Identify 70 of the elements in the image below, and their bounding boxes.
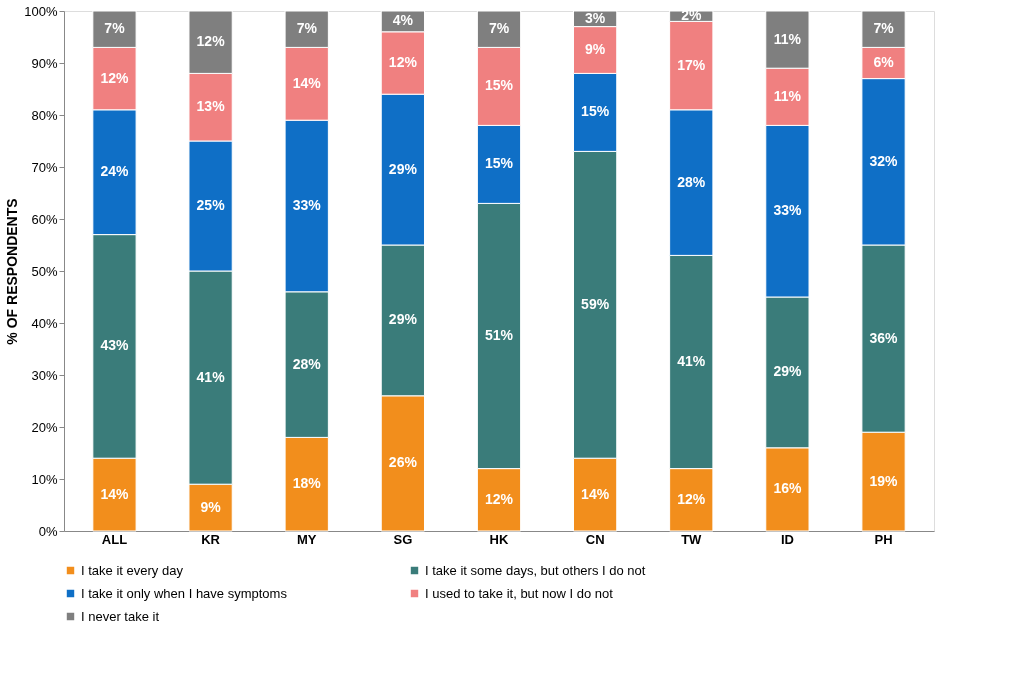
y-tick-label: 20% bbox=[31, 419, 58, 435]
data-label: 33% bbox=[292, 197, 322, 213]
data-label: 26% bbox=[388, 454, 418, 471]
x-tick-label: TW bbox=[681, 531, 703, 547]
data-label: 24% bbox=[100, 163, 130, 180]
x-tick-label: ID bbox=[780, 531, 794, 547]
data-label: 33% bbox=[773, 202, 802, 219]
data-label: 18% bbox=[292, 475, 322, 492]
data-label: 7% bbox=[104, 20, 126, 37]
data-label: 13% bbox=[196, 98, 226, 115]
data-label: 7% bbox=[488, 20, 510, 37]
y-axis-title: % OF RESPONDENTS bbox=[4, 198, 21, 345]
data-label: 16% bbox=[773, 480, 802, 497]
data-label: 36% bbox=[869, 329, 899, 346]
data-label: 12% bbox=[196, 33, 226, 50]
y-tick-label: 10% bbox=[31, 471, 58, 487]
x-tick-label: KR bbox=[201, 531, 221, 547]
data-label: 25% bbox=[196, 197, 226, 213]
data-label: 41% bbox=[677, 353, 706, 369]
data-label: 7% bbox=[873, 20, 895, 37]
data-label: 29% bbox=[388, 160, 418, 177]
data-label: 4% bbox=[392, 12, 414, 29]
data-label: 32% bbox=[869, 152, 899, 169]
data-label: 28% bbox=[677, 173, 706, 190]
x-tick-label: HK bbox=[489, 531, 509, 547]
data-label: 28% bbox=[292, 355, 322, 372]
y-tick-label: 0% bbox=[38, 523, 58, 539]
data-label: 9% bbox=[585, 41, 606, 57]
y-tick-label: 100% bbox=[24, 3, 58, 19]
y-tick-label: 90% bbox=[31, 55, 58, 71]
x-tick-label: MY bbox=[296, 531, 317, 547]
data-label: 51% bbox=[484, 327, 514, 343]
data-label: 29% bbox=[773, 363, 802, 380]
data-label: 12% bbox=[484, 490, 514, 507]
y-tick-label: 30% bbox=[31, 367, 58, 383]
data-label: 19% bbox=[869, 472, 899, 489]
data-label: 12% bbox=[388, 54, 418, 70]
y-tick-label: 70% bbox=[31, 159, 58, 175]
y-tick-label: 50% bbox=[31, 263, 58, 279]
data-label: 14% bbox=[100, 485, 130, 502]
data-label: 14% bbox=[581, 485, 610, 502]
data-label: 12% bbox=[677, 490, 706, 507]
data-label: 3% bbox=[585, 9, 606, 26]
data-label: 59% bbox=[581, 295, 610, 312]
data-label: 41% bbox=[196, 368, 226, 385]
y-tick-label: 80% bbox=[31, 107, 58, 123]
data-label: 17% bbox=[677, 56, 706, 73]
x-tick-label: PH bbox=[874, 531, 893, 547]
data-label: 7% bbox=[296, 20, 318, 37]
x-tick-label: ALL bbox=[101, 531, 128, 547]
data-label: 11% bbox=[773, 30, 802, 47]
data-label: 15% bbox=[484, 155, 514, 172]
legend-label: I never take it bbox=[81, 608, 160, 624]
data-label: 6% bbox=[873, 54, 895, 70]
legend-label: I used to take it, but now I do not bbox=[425, 585, 614, 601]
data-label: 14% bbox=[292, 74, 322, 91]
legend-label: I take it every day bbox=[81, 562, 184, 578]
data-label: 29% bbox=[388, 311, 418, 328]
data-label: 43% bbox=[100, 337, 130, 354]
data-label: 11% bbox=[773, 87, 802, 104]
data-label: 9% bbox=[200, 498, 222, 515]
y-tick-label: 40% bbox=[31, 315, 58, 331]
data-label: 15% bbox=[484, 77, 514, 94]
legend-label: I take it some days, but others I do not bbox=[425, 562, 646, 578]
x-tick-label: SG bbox=[393, 531, 413, 547]
x-tick-label: CN bbox=[585, 531, 605, 547]
y-tick-label: 60% bbox=[31, 211, 58, 227]
data-label: 15% bbox=[581, 103, 610, 120]
data-label: 12% bbox=[100, 69, 130, 86]
legend-label: I take it only when I have symptoms bbox=[81, 585, 288, 601]
